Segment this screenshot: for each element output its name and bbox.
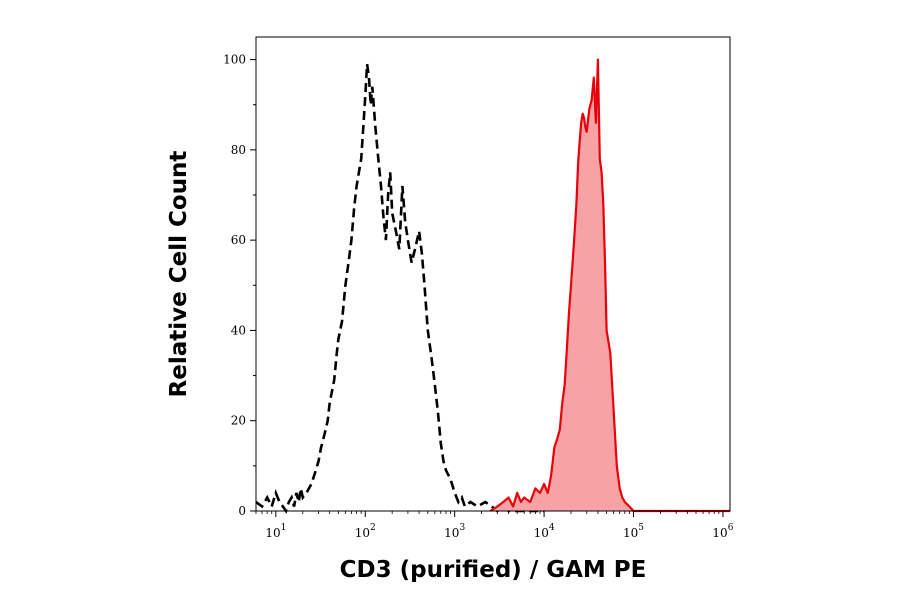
y-tick-label: 40: [231, 323, 246, 337]
y-axis-title: Relative Cell Count: [166, 151, 192, 398]
y-tick-label: 60: [231, 233, 246, 247]
y-axis: 0 20 40 60 80 100: [223, 53, 256, 518]
y-tick-label: 0: [238, 504, 246, 518]
series-1-area: [490, 59, 730, 511]
x-tick-label: 101: [265, 523, 286, 540]
plot-area: [255, 58, 730, 514]
series-1-line: [489, 58, 730, 513]
x-tick-label: 105: [623, 523, 644, 540]
y-tick-label: 80: [231, 143, 246, 157]
x-tick-label: 104: [534, 523, 555, 540]
series-0-line: [255, 63, 545, 514]
y-tick-label: 100: [223, 53, 246, 67]
plot-frame: [255, 36, 731, 512]
x-tick-label: 103: [444, 523, 465, 540]
x-axis: 101 102 103 104 105 106: [255, 511, 734, 540]
x-tick-label: 102: [355, 523, 376, 540]
y-tick-label: 20: [231, 414, 246, 428]
x-tick-label: 106: [712, 523, 733, 540]
x-axis-title: CD3 (purified) / GAM PE: [340, 557, 647, 583]
